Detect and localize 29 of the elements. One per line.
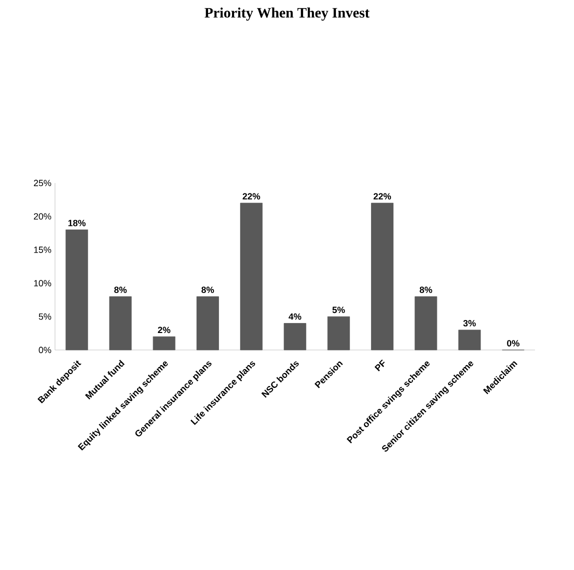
- data-label: 2%: [158, 326, 170, 334]
- data-label: 22%: [374, 193, 392, 200]
- data-label: 8%: [420, 286, 432, 294]
- y-tick-label: 25%: [34, 180, 52, 186]
- y-tick-label: 10%: [34, 280, 52, 286]
- y-tick-label: 5%: [38, 313, 52, 320]
- bar: [109, 296, 132, 350]
- data-label: 8%: [202, 286, 214, 294]
- bar: [414, 296, 438, 350]
- chart-title: Priority When They Invest: [204, 8, 370, 21]
- data-label: 8%: [114, 286, 127, 294]
- bar: [284, 323, 306, 350]
- x-tick-label: PF: [374, 359, 385, 372]
- bar: [196, 296, 219, 350]
- data-label: 18%: [68, 220, 86, 226]
- data-label: 4%: [288, 313, 302, 320]
- y-tick-label: 0%: [38, 346, 52, 354]
- bar: [66, 230, 88, 350]
- data-label: 0%: [507, 340, 520, 346]
- data-label: 22%: [242, 193, 260, 200]
- data-label: 5%: [332, 306, 345, 314]
- y-tick-label: 15%: [34, 246, 52, 253]
- bar: [371, 202, 394, 350]
- bar: [458, 330, 481, 350]
- bar: [240, 202, 263, 350]
- bar: [327, 316, 350, 350]
- bar: [152, 336, 176, 350]
- y-tick-label: 20%: [34, 213, 52, 220]
- data-label: 3%: [463, 320, 476, 326]
